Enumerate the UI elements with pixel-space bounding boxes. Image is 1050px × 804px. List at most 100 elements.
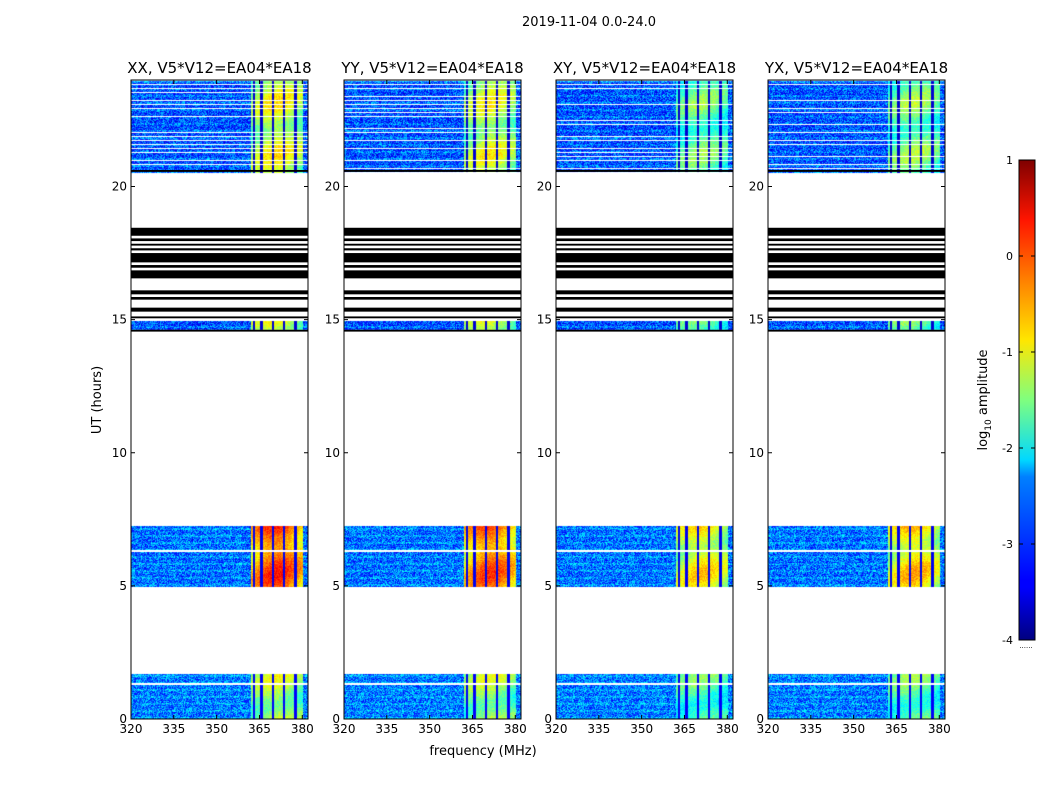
heatmap-image <box>131 80 308 719</box>
flag-band <box>768 248 945 251</box>
panel-frame <box>555 79 734 720</box>
flag-band <box>131 253 308 263</box>
x-tick-label: 350 <box>842 722 865 736</box>
y-tick-label: 10 <box>112 446 127 460</box>
y-tick-label: 15 <box>112 313 127 327</box>
flag-band <box>768 227 945 236</box>
flag-band <box>556 270 733 279</box>
x-tick-label: 320 <box>333 722 356 736</box>
figure-suptitle: 2019-11-04 0.0-24.0 <box>522 15 656 30</box>
flag-band <box>344 270 521 279</box>
y-tick-label: 10 <box>537 446 552 460</box>
x-tick-label: 350 <box>205 722 228 736</box>
colorbar-tick-label: -3 <box>1002 538 1013 551</box>
y-tick-label: 10 <box>749 446 764 460</box>
colorbar-ticks: 1 0 -1 -2 -3 -4 <box>1002 154 1035 647</box>
panel-title: YY, V5*V12=EA04*EA18 <box>340 59 523 77</box>
y-tick-label: 0 <box>756 712 764 726</box>
panel-3: XY, V5*V12=EA04*EA18 320 335 350 365 380 0 5 10 1… <box>537 59 739 736</box>
flag-band <box>131 265 308 268</box>
flag-band <box>344 253 521 263</box>
panels-group: XX, V5*V12=EA04*EA18 320 335 350 365 380 0 5 10 1… <box>112 59 951 736</box>
flag-band <box>344 227 521 236</box>
colorbar-label-rest: amplitude <box>976 349 991 419</box>
flag-band <box>556 253 733 263</box>
colorbar-label-base: log <box>976 431 991 451</box>
panel-2: YY, V5*V12=EA04*EA18 320 335 350 365 380 0 5 10 1… <box>325 59 527 736</box>
flag-band <box>344 290 521 295</box>
y-tick-label: 20 <box>325 180 340 194</box>
flag-band <box>556 238 733 242</box>
flag-band <box>344 316 521 319</box>
colorbar-gradient <box>1018 159 1036 641</box>
x-tick-label: 365 <box>461 722 484 736</box>
panel-frame <box>767 79 946 720</box>
flag-band <box>768 296 945 300</box>
flag-band <box>131 248 308 251</box>
colorbar-label-sub: 10 <box>984 419 994 431</box>
panel-4: YX, V5*V12=EA04*EA18 320 335 350 365 380 0 5 10 1… <box>749 59 951 736</box>
flag-band <box>344 238 521 242</box>
flag-band <box>131 329 308 332</box>
y-tick-label: 0 <box>544 712 552 726</box>
flag-band <box>131 270 308 279</box>
panel-title: XX, V5*V12=EA04*EA18 <box>127 59 311 77</box>
colorbar: 10-1-2-3-4 log10 amplitude ...... <box>976 154 1036 650</box>
heatmap-image <box>344 80 521 719</box>
y-tick-label: 15 <box>749 313 764 327</box>
y-tick-label: 10 <box>325 446 340 460</box>
x-tick-label: 320 <box>545 722 568 736</box>
flag-band <box>556 296 733 300</box>
flag-band <box>556 290 733 295</box>
flag-band <box>344 307 521 312</box>
x-tick-label: 380 <box>928 722 951 736</box>
colorbar-footer: ...... <box>1019 642 1032 650</box>
colorbar-tick-label: -2 <box>1002 442 1013 455</box>
flag-band <box>768 329 945 332</box>
flag-band <box>768 290 945 295</box>
flag-band <box>768 265 945 268</box>
flag-band <box>344 296 521 300</box>
x-tick-label: 335 <box>162 722 185 736</box>
y-tick-label: 0 <box>332 712 340 726</box>
flag-band <box>768 169 945 172</box>
colorbar-tick-label: -4 <box>1002 634 1013 647</box>
y-tick-label: 0 <box>119 712 127 726</box>
x-tick-label: 380 <box>291 722 314 736</box>
heatmap-image <box>768 80 945 719</box>
flag-band <box>556 248 733 251</box>
flag-band <box>131 227 308 236</box>
flag-band <box>344 248 521 251</box>
flag-band <box>768 270 945 279</box>
flag-band <box>131 169 308 172</box>
heatmap-image <box>556 80 733 719</box>
flag-band <box>768 243 945 246</box>
flag-band <box>344 329 521 332</box>
y-tick-label: 5 <box>544 579 552 593</box>
flag-band <box>131 307 308 312</box>
flag-band <box>768 253 945 263</box>
flag-band <box>344 243 521 246</box>
colorbar-tick-label: 1 <box>1006 154 1013 167</box>
y-tick-label: 20 <box>112 180 127 194</box>
flag-band <box>768 307 945 312</box>
y-tick-label: 15 <box>537 313 552 327</box>
flag-band <box>556 316 733 319</box>
flag-band <box>556 243 733 246</box>
colorbar-tick-label: -1 <box>1002 346 1013 359</box>
flag-band <box>131 316 308 319</box>
y-tick-label: 5 <box>756 579 764 593</box>
x-axis-label: frequency (MHz) <box>429 744 536 759</box>
flag-band <box>768 238 945 242</box>
x-tick-label: 320 <box>120 722 143 736</box>
panel-title: XY, V5*V12=EA04*EA18 <box>553 59 736 77</box>
y-tick-label: 20 <box>749 180 764 194</box>
flag-band <box>556 169 733 172</box>
flag-band <box>344 265 521 268</box>
x-tick-label: 320 <box>757 722 780 736</box>
x-tick-label: 335 <box>587 722 610 736</box>
flag-band <box>768 316 945 319</box>
y-tick-label: 5 <box>332 579 340 593</box>
x-tick-label: 365 <box>673 722 696 736</box>
